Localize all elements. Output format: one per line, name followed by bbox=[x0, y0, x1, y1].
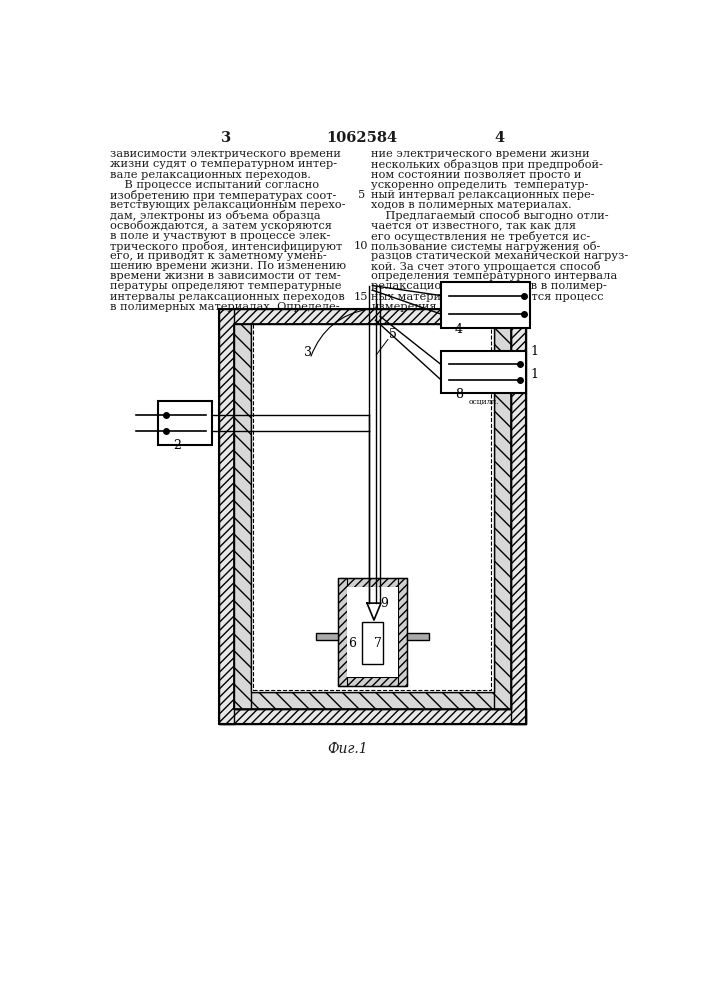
Text: ветствующих релаксационным перехо-: ветствующих релаксационным перехо- bbox=[110, 200, 346, 210]
Bar bbox=[218, 309, 234, 724]
Text: В процессе испытаний согласно: В процессе испытаний согласно bbox=[110, 180, 319, 190]
Text: 10: 10 bbox=[354, 241, 368, 251]
Bar bbox=[493, 324, 510, 709]
Text: 4: 4 bbox=[455, 323, 463, 336]
Bar bbox=[510, 309, 526, 724]
Bar bbox=[398, 578, 407, 686]
Text: Предлагаемый способ выгодно отли-: Предлагаемый способ выгодно отли- bbox=[371, 210, 609, 221]
Text: нескольких образцов при предпробой-: нескольких образцов при предпробой- bbox=[371, 159, 603, 170]
Text: вале релаксационных переходов.: вале релаксационных переходов. bbox=[110, 170, 311, 180]
Text: ускоренно определить  температур-: ускоренно определить температур- bbox=[371, 180, 589, 190]
Text: времени жизни в зависимости от тем-: времени жизни в зависимости от тем- bbox=[110, 271, 341, 281]
Bar bbox=[253, 324, 491, 690]
Text: 6: 6 bbox=[349, 637, 356, 650]
Text: 8: 8 bbox=[455, 388, 463, 401]
Text: ном состоянии позволяет просто и: ном состоянии позволяет просто и bbox=[371, 170, 582, 180]
Text: чается от известного, так как для: чается от известного, так как для bbox=[371, 220, 576, 230]
Bar bbox=[218, 309, 526, 724]
Bar bbox=[407, 633, 429, 640]
Text: зависимости электрического времени: зависимости электрического времени bbox=[110, 149, 341, 159]
Text: 1: 1 bbox=[530, 345, 538, 358]
Text: измерения.: измерения. bbox=[371, 302, 440, 312]
Text: жизни судят о температурном интер-: жизни судят о температурном интер- bbox=[110, 159, 337, 169]
Text: релаксационных переходов в полимер-: релаксационных переходов в полимер- bbox=[371, 281, 607, 291]
Text: 4: 4 bbox=[494, 131, 504, 145]
Bar bbox=[337, 578, 407, 587]
Text: его осуществления не требуется ис-: его осуществления не требуется ис- bbox=[371, 231, 590, 242]
Text: трического пробоя, интенсифицируют: трического пробоя, интенсифицируют bbox=[110, 241, 342, 252]
Text: в поле и участвуют в процессе элек-: в поле и участвуют в процессе элек- bbox=[110, 231, 330, 241]
Bar bbox=[316, 633, 337, 640]
Text: ходов в полимерных материалах.: ходов в полимерных материалах. bbox=[371, 200, 572, 210]
Bar bbox=[337, 677, 407, 686]
Bar bbox=[218, 709, 526, 724]
Text: 9: 9 bbox=[380, 597, 388, 610]
Bar bbox=[337, 578, 407, 686]
Text: 1: 1 bbox=[530, 368, 538, 381]
Text: 7: 7 bbox=[374, 637, 382, 650]
Bar bbox=[361, 622, 383, 664]
Text: 5: 5 bbox=[358, 190, 365, 200]
Text: дам, электроны из объема образца: дам, электроны из объема образца bbox=[110, 210, 321, 221]
Text: освобождаются, а затем ускоряются: освобождаются, а затем ускоряются bbox=[110, 220, 332, 231]
Bar bbox=[218, 309, 526, 324]
Text: пературы определяют температурные: пературы определяют температурные bbox=[110, 281, 341, 291]
Bar bbox=[337, 578, 347, 686]
Bar bbox=[347, 587, 398, 677]
Text: ных материалах и ускоряется процесс: ных материалах и ускоряется процесс bbox=[371, 292, 604, 302]
Text: в полимерных материалах. Определе-: в полимерных материалах. Определе- bbox=[110, 302, 339, 312]
Text: осцилл.: осцилл. bbox=[468, 398, 499, 406]
Text: 5: 5 bbox=[390, 328, 397, 341]
Text: разцов статической механической нагруз-: разцов статической механической нагруз- bbox=[371, 251, 629, 261]
Bar bbox=[234, 692, 510, 709]
Text: 2: 2 bbox=[174, 439, 182, 452]
Text: кой. За счет этого упрощается способ: кой. За счет этого упрощается способ bbox=[371, 261, 601, 272]
Text: пользование системы нагружения об-: пользование системы нагружения об- bbox=[371, 241, 601, 252]
Bar bbox=[158, 401, 212, 445]
Text: его, и приводят к заметному умень-: его, и приводят к заметному умень- bbox=[110, 251, 327, 261]
Bar bbox=[234, 324, 251, 709]
Text: определения температурного интервала: определения температурного интервала bbox=[371, 271, 617, 281]
Text: ние электрического времени жизни: ние электрического времени жизни bbox=[371, 149, 590, 159]
Text: изобретению при температурах соот-: изобретению при температурах соот- bbox=[110, 190, 337, 201]
Text: интервалы релаксационных переходов: интервалы релаксационных переходов bbox=[110, 292, 345, 302]
Text: Фиг.1: Фиг.1 bbox=[327, 742, 368, 756]
Text: ный интервал релаксационных пере-: ный интервал релаксационных пере- bbox=[371, 190, 595, 200]
Text: 3: 3 bbox=[221, 131, 230, 145]
Text: 3: 3 bbox=[304, 346, 312, 359]
Bar bbox=[441, 282, 530, 328]
Text: 15: 15 bbox=[354, 292, 368, 302]
Bar bbox=[251, 324, 493, 692]
Text: шению времени жизни. По изменению: шению времени жизни. По изменению bbox=[110, 261, 346, 271]
Text: 1062584: 1062584 bbox=[327, 131, 397, 145]
Bar bbox=[441, 351, 526, 393]
Bar bbox=[234, 324, 510, 709]
